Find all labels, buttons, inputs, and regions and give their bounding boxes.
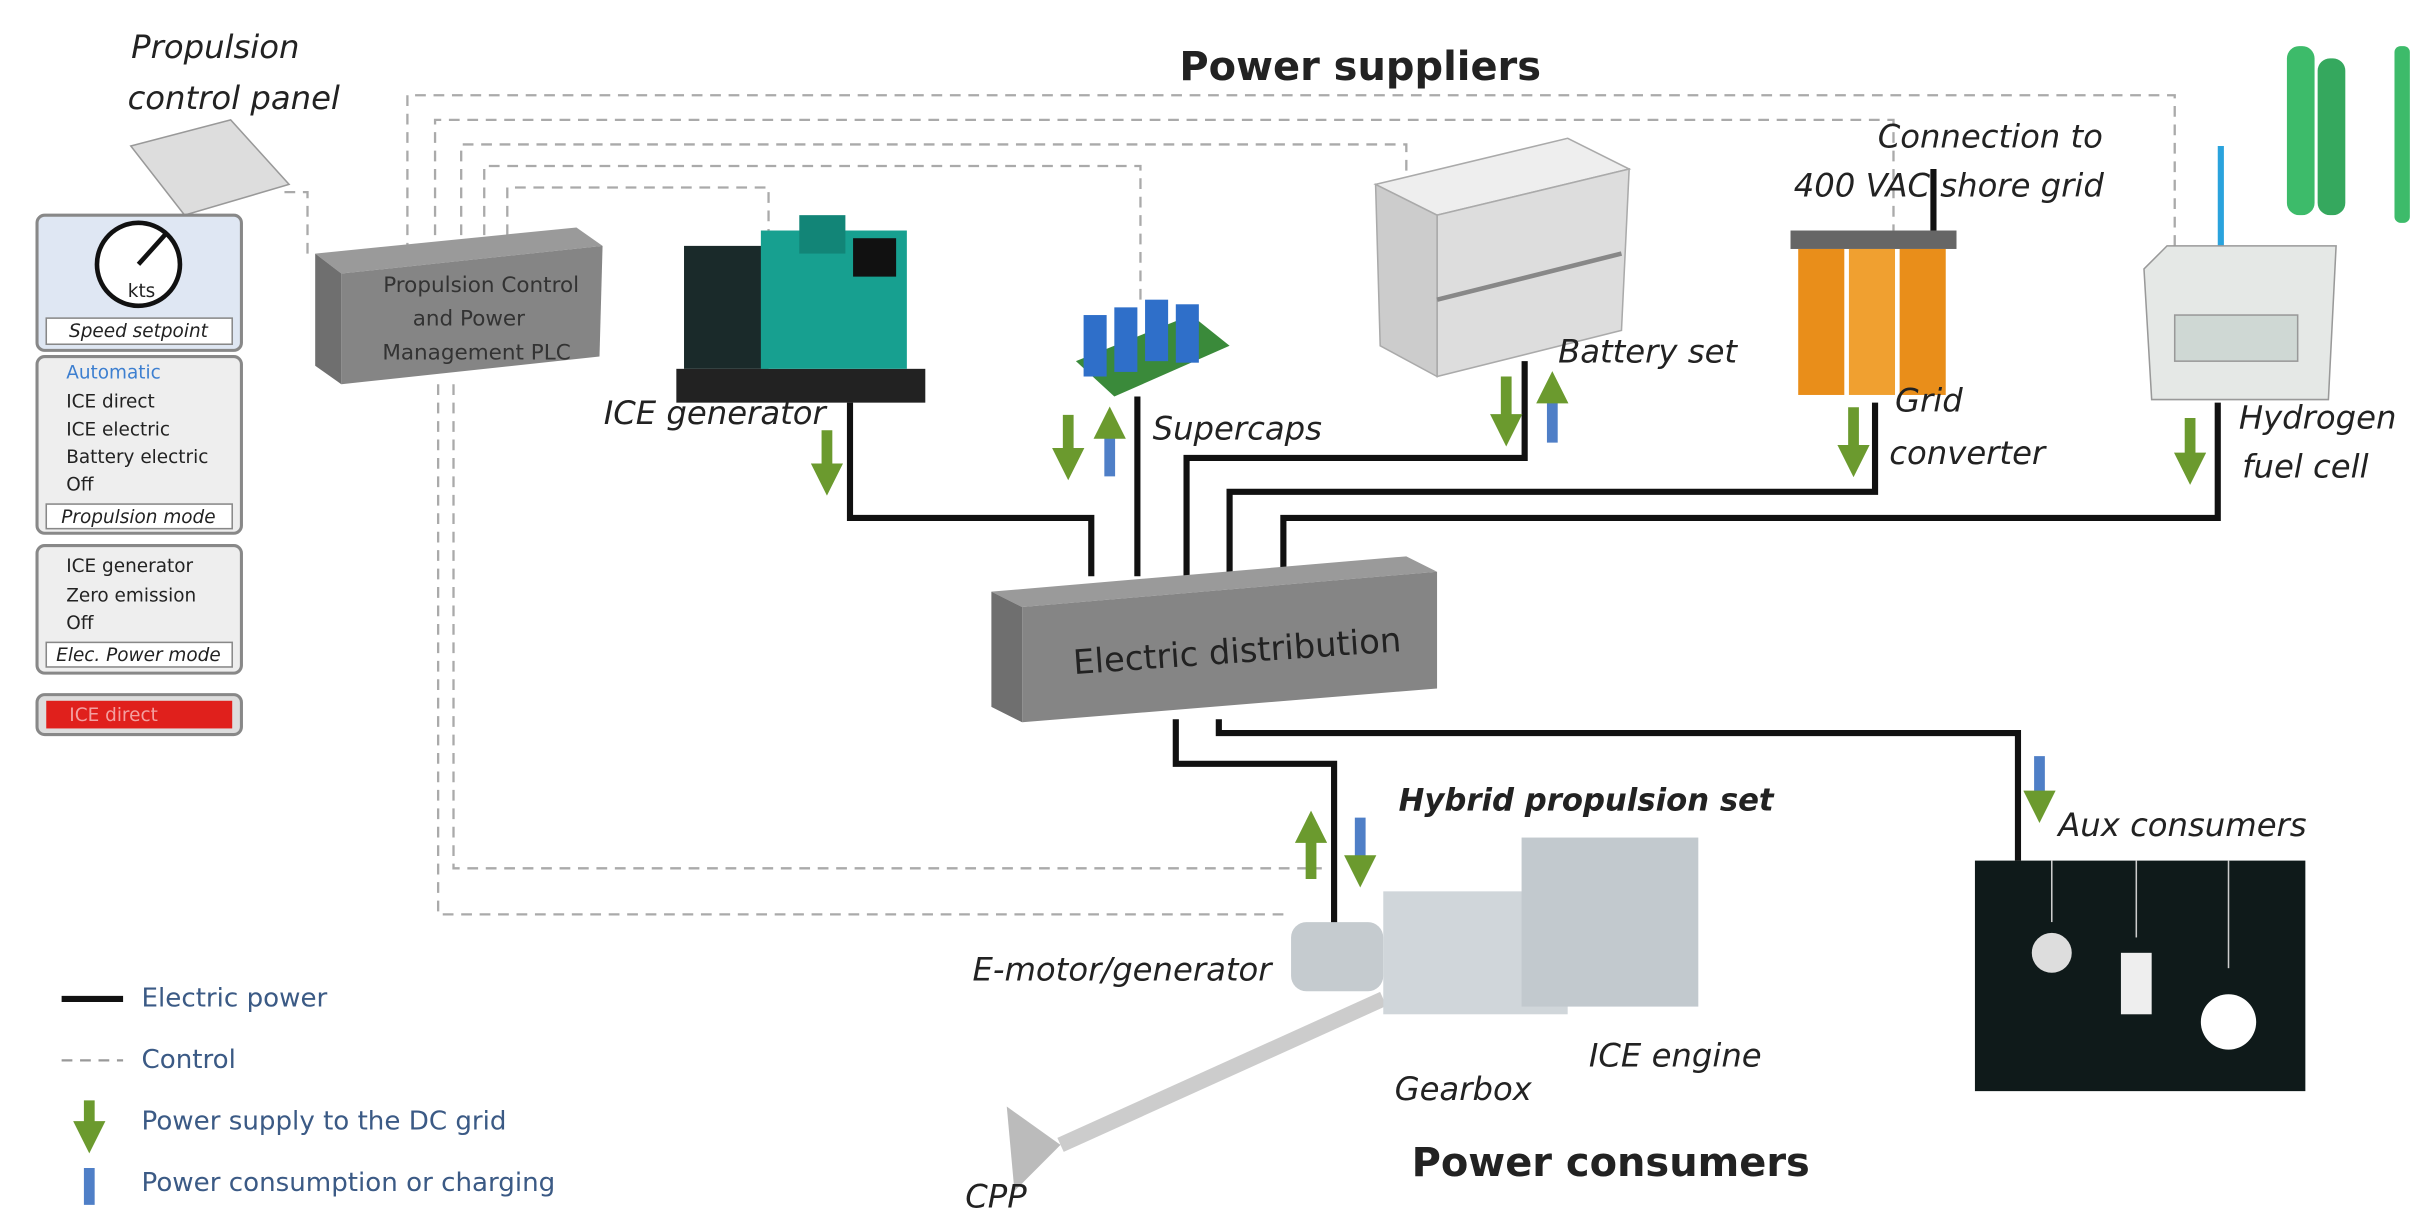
label: Gearbox	[1395, 1070, 1533, 1108]
mode-option[interactable]: Battery electric	[66, 447, 208, 468]
label: Hybrid propulsion set	[1399, 783, 1775, 819]
label: E-motor/generator	[972, 950, 1273, 988]
label: ICE engine	[1589, 1036, 1762, 1074]
plc-label: Management PLC	[382, 340, 570, 365]
grid-converter-icon	[1791, 231, 1957, 395]
legend-label: Power consumption or charging	[142, 1168, 556, 1198]
label: Connection to	[1878, 117, 2103, 155]
label: 400 VAC shore grid	[1794, 166, 2105, 204]
mode-option[interactable]: Off	[66, 475, 95, 496]
propulsion-set-icon	[1007, 838, 1699, 1191]
legend-label: Power supply to the DC grid	[142, 1106, 507, 1136]
gauge-unit: kts	[128, 281, 156, 302]
plc-label: Propulsion Control	[383, 273, 579, 298]
supercaps-icon	[1076, 300, 1230, 397]
caption: Elec. Power mode	[56, 645, 221, 666]
mode-option[interactable]: Automatic	[66, 362, 161, 383]
label: converter	[1889, 434, 2047, 472]
label: ICE generator	[604, 394, 828, 432]
label: control panel	[128, 79, 340, 117]
diagram: Power suppliers Power consumers Propulsi…	[0, 0, 2410, 1211]
label: CPP	[965, 1178, 1027, 1211]
plc-label: and Power	[413, 307, 525, 332]
label: Propulsion	[131, 28, 299, 66]
caption: Propulsion mode	[61, 507, 215, 528]
label: Aux consumers	[2056, 806, 2307, 844]
label: Battery set	[1558, 332, 1738, 370]
hydrogen-icon	[2144, 46, 2410, 399]
ice-generator-icon	[676, 215, 925, 402]
mode-option[interactable]: ICE electric	[66, 419, 170, 440]
aux-icon	[1975, 861, 2305, 1092]
label: Grid	[1895, 382, 1963, 420]
label: Hydrogen	[2239, 399, 2397, 437]
legend	[62, 999, 123, 1205]
legend-label: Electric power	[142, 983, 328, 1013]
control-screen: kts Speed setpoint Automatic ICE direct …	[37, 215, 241, 734]
caption: Speed setpoint	[69, 321, 209, 342]
panel-icon	[131, 120, 289, 215]
mode-option[interactable]: ICE generator	[66, 556, 193, 577]
mode-option[interactable]: Zero emission	[66, 585, 196, 606]
label: fuel cell	[2242, 448, 2368, 486]
mode-option[interactable]: ICE direct	[66, 392, 155, 413]
mode-option[interactable]: Off	[66, 613, 95, 634]
label: Supercaps	[1153, 409, 1323, 447]
title: Power consumers	[1412, 1140, 1810, 1186]
legend-label: Control	[142, 1045, 236, 1075]
status: ICE direct	[69, 705, 158, 726]
title: Power suppliers	[1179, 44, 1541, 90]
